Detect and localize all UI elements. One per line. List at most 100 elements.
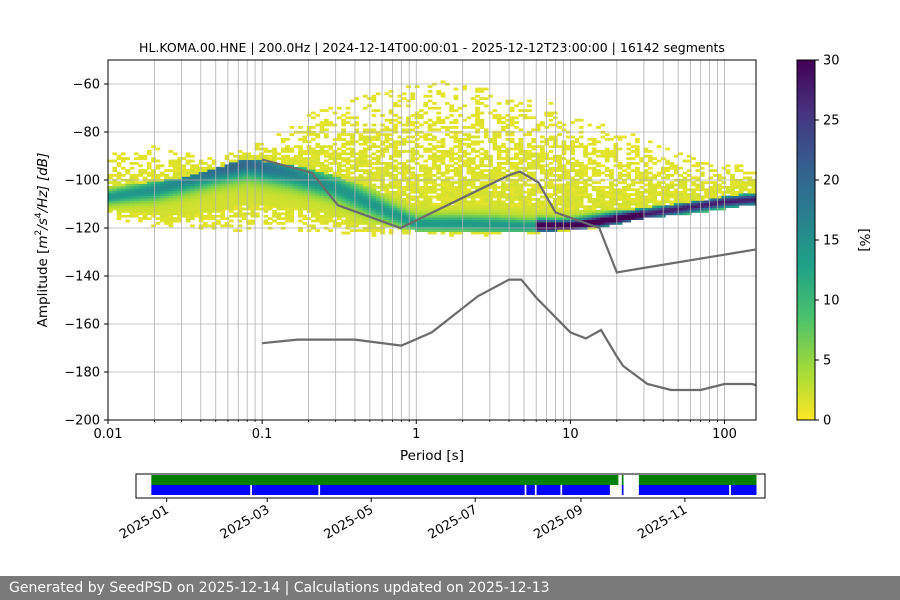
psd-cell (250, 162, 256, 165)
psd-cell (345, 217, 351, 220)
psd-cell (414, 224, 420, 228)
psd-cell (133, 200, 139, 204)
psd-cell (626, 210, 632, 213)
psd-cell (328, 219, 334, 223)
processed-segment (638, 485, 730, 495)
psd-cell (384, 126, 390, 129)
psd-cell (423, 210, 429, 213)
psd-cell (254, 162, 260, 165)
psd-cell (501, 212, 506, 216)
psd-cell (336, 207, 342, 211)
psd-cell (492, 145, 498, 148)
psd-cell (181, 210, 187, 213)
psd-cell (561, 140, 567, 144)
psd-cell (315, 193, 321, 196)
psd-cell (609, 188, 614, 192)
psd-cell (375, 207, 381, 211)
psd-cell (440, 231, 446, 235)
psd-cell (388, 145, 394, 148)
psd-cell (336, 181, 342, 184)
psd-cell (349, 142, 355, 146)
psd-cell (354, 198, 359, 201)
psd-cell (371, 198, 377, 201)
psd-cell (181, 214, 187, 218)
psd-cell (272, 171, 277, 175)
psd-cell (453, 174, 459, 177)
psd-cell (587, 210, 593, 213)
psd-cell (280, 147, 286, 151)
psd-cell (613, 152, 619, 156)
psd-cell (216, 214, 221, 218)
psd-cell (453, 133, 459, 136)
psd-cell (362, 190, 368, 194)
psd-cell (358, 198, 364, 201)
psd-cell (691, 205, 696, 208)
psd-cell (501, 150, 506, 153)
y-axis-label: Amplitude [m2/s4/Hz] [dB] (34, 153, 51, 328)
psd-cell (652, 205, 658, 208)
psd-cell (531, 140, 537, 144)
psd-cell (596, 190, 601, 194)
psd-cell (453, 138, 459, 141)
psd-cell (358, 162, 364, 165)
psd-cell (432, 157, 437, 160)
psd-cell (306, 229, 312, 232)
psd-cell (427, 198, 433, 201)
psd-cell (488, 171, 493, 175)
psd-cell (362, 171, 368, 175)
psd-cell (466, 169, 472, 172)
psd-cell (561, 205, 567, 208)
psd-cell (177, 164, 182, 168)
psd-cell (648, 195, 653, 199)
psd-cell (185, 176, 191, 180)
psd-cell (384, 224, 390, 228)
psd-cell (652, 176, 658, 180)
psd-cell (561, 169, 567, 172)
psd-cell (414, 133, 420, 136)
psd-cell (341, 128, 346, 132)
psd-cell (479, 231, 485, 235)
psd-cell (285, 176, 290, 180)
psd-cell (712, 202, 718, 206)
psd-cell (419, 174, 424, 177)
psd-cell (604, 217, 610, 220)
psd-cell (216, 183, 221, 187)
psd-cell (509, 140, 515, 144)
psd-cell (311, 116, 316, 120)
psd-cell (341, 142, 346, 146)
psd-cell (293, 190, 299, 194)
psd-cell (315, 164, 321, 168)
psd-cell (324, 207, 329, 211)
psd-cell (151, 145, 156, 148)
psd-cell (449, 229, 454, 232)
psd-cell (190, 214, 195, 218)
psd-cell (207, 205, 213, 208)
psd-cell (656, 193, 662, 196)
psd-cell (514, 214, 519, 218)
psd-cell (652, 212, 658, 216)
psd-cell (164, 183, 169, 187)
psd-cell (432, 166, 437, 170)
psd-cell (505, 150, 511, 153)
psd-cell (388, 202, 394, 206)
psd-cell (280, 166, 286, 170)
psd-cell (311, 198, 316, 201)
psd-cell (505, 229, 511, 232)
psd-cell (298, 229, 303, 232)
psd-cell (336, 147, 342, 151)
psd-cell (574, 174, 580, 177)
psd-cell (583, 190, 588, 194)
psd-cell (630, 157, 636, 160)
psd-cell (380, 133, 385, 136)
psd-cell (358, 217, 364, 220)
psd-cell (414, 198, 420, 201)
psd-cell (177, 214, 182, 218)
psd-cell (250, 166, 256, 170)
psd-cell (302, 181, 308, 184)
psd-cell (371, 128, 377, 132)
psd-cell (462, 138, 467, 141)
psd-cell (354, 205, 359, 208)
psd-cell (133, 195, 139, 199)
psd-cell (509, 164, 515, 168)
psd-cell (743, 200, 748, 204)
